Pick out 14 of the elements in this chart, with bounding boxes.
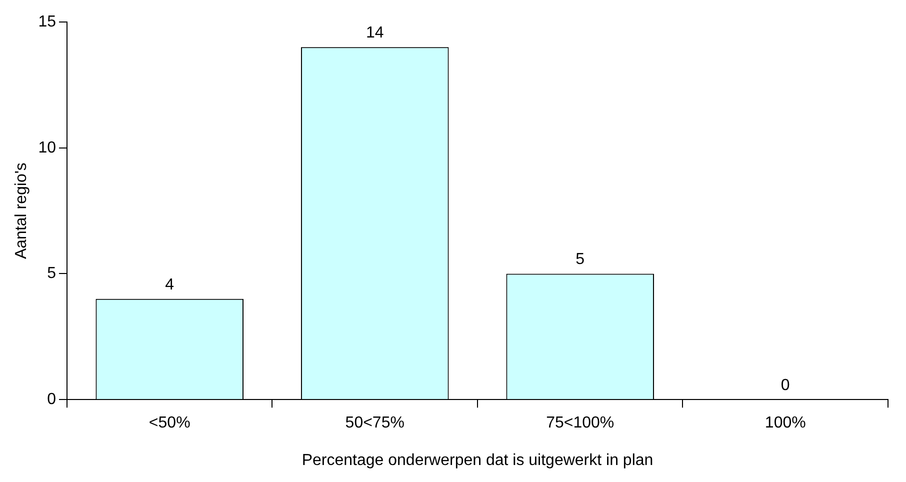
y-tick-label: 0 xyxy=(47,391,56,408)
y-tick-label: 5 xyxy=(47,265,56,282)
data-label: 0 xyxy=(780,377,790,394)
x-tick-label: 50<75% xyxy=(345,414,404,432)
y-axis-title: Aantal regio's xyxy=(13,162,30,260)
data-label: 14 xyxy=(366,24,384,42)
data-label: 4 xyxy=(165,276,174,294)
y-tick-label: 10 xyxy=(38,139,56,156)
x-tick-label: 75<100% xyxy=(546,414,614,432)
x-tick-label: <50% xyxy=(148,414,190,432)
x-axis-title: Percentage onderwerpen dat is uitgewerkt in plan xyxy=(302,452,654,469)
data-label: 5 xyxy=(576,251,585,268)
x-tick-label: 100% xyxy=(764,414,806,432)
y-tick-label: 15 xyxy=(38,13,56,30)
